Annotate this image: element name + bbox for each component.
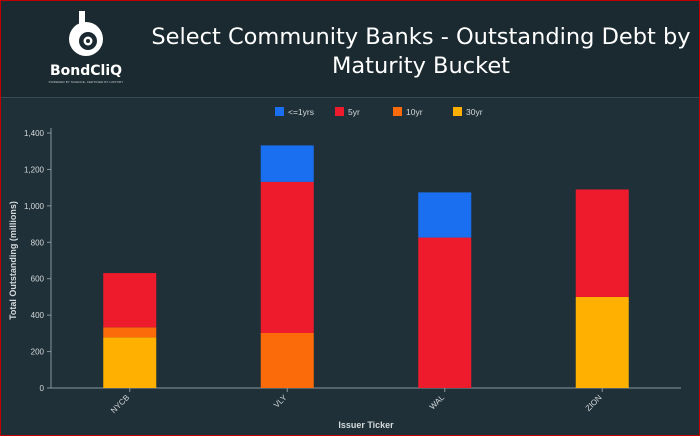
bar-vly-5yr xyxy=(260,181,314,333)
plot-area: <=1yrs 5yr 10yr 30yr 0 200 400 600 800 1,000 1,200… xyxy=(1,98,699,435)
bar-chart: <=1yrs 5yr 10yr 30yr 0 200 400 600 800 1,000 1,200… xyxy=(8,107,681,430)
chart-title-line-2: Maturity Bucket xyxy=(331,53,511,79)
y-tick-label: 800 xyxy=(31,238,45,247)
y-tick-label: 0 xyxy=(40,384,45,393)
bar-nycb-10yr xyxy=(103,327,157,338)
y-axis-title: Total Outstanding (millions) xyxy=(8,201,18,320)
y-tick-label: 1,400 xyxy=(24,129,45,138)
y-tick-label: 600 xyxy=(31,275,45,284)
bar-vly-10yr xyxy=(260,332,314,388)
logo-mark-icon xyxy=(69,11,103,56)
legend-label-1yrs: <=1yrs xyxy=(288,107,314,117)
logo-name: BondCliQ xyxy=(49,63,123,79)
bar-nycb-30yr xyxy=(103,337,157,388)
legend-swatch-10yr xyxy=(393,107,402,116)
bar-wal-5yr xyxy=(418,237,472,388)
chart-title: Select Community Banks - Outstanding Deb… xyxy=(151,23,691,81)
bar-wal-1yrs xyxy=(418,192,472,238)
legend-label-30yr: 30yr xyxy=(466,107,483,117)
legend-label-5yr: 5yr xyxy=(348,107,360,117)
bar-nycb-5yr xyxy=(103,273,157,328)
bondcliq-logo: BondCliQ POWERED BY SCIENCE, CERTIFIED B… xyxy=(41,9,131,91)
x-axis-title: Issuer Ticker xyxy=(338,420,394,430)
bar-vly-1yrs xyxy=(260,145,314,182)
bar-zion-30yr xyxy=(575,296,629,388)
y-tick-label: 1,000 xyxy=(24,202,45,211)
legend-swatch-1yrs xyxy=(275,107,284,116)
legend-label-10yr: 10yr xyxy=(406,107,423,117)
bar-zion-5yr xyxy=(575,189,629,297)
x-tick-label-nycb: NYCB xyxy=(109,393,131,415)
chart-title-line-1: Select Community Banks - Outstanding Deb… xyxy=(151,24,691,50)
logo-tagline: POWERED BY SCIENCE, CERTIFIED BY HISTORY xyxy=(48,80,124,84)
y-tick-label: 1,200 xyxy=(24,165,45,174)
x-tick-label-zion: ZION xyxy=(584,393,604,413)
legend-swatch-30yr xyxy=(453,107,462,116)
y-tick-label: 400 xyxy=(31,311,45,320)
y-tick-label: 200 xyxy=(31,348,45,357)
x-tick-label-vly: VLY xyxy=(272,393,289,410)
legend-swatch-5yr xyxy=(335,107,344,116)
header: BondCliQ POWERED BY SCIENCE, CERTIFIED B… xyxy=(1,1,699,98)
x-tick-label-wal: WAL xyxy=(428,393,447,412)
